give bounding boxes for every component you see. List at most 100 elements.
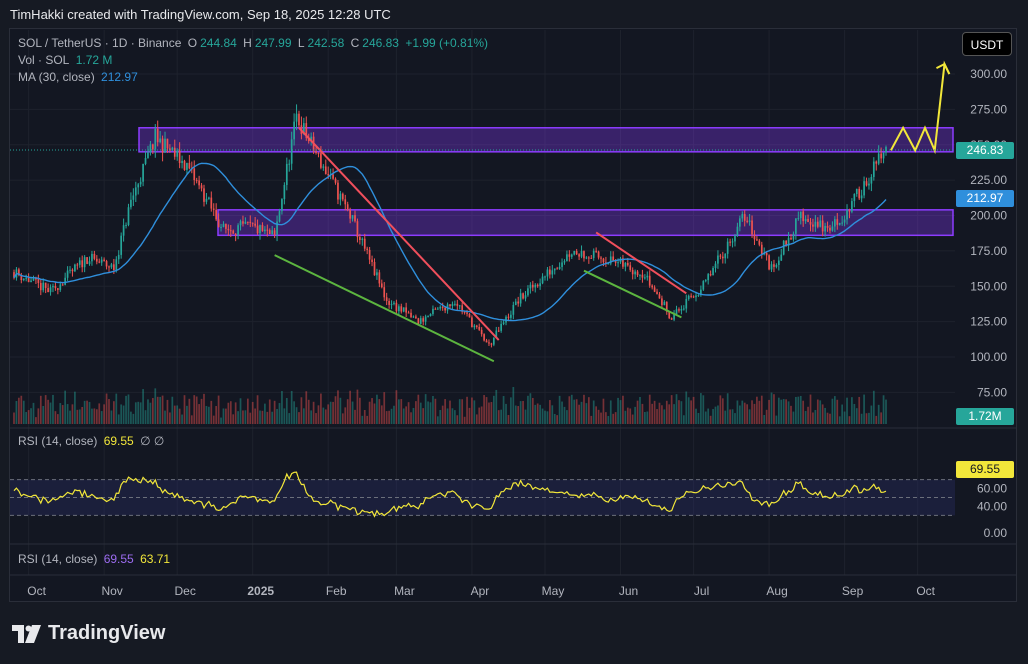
volume-bar <box>851 397 853 424</box>
candle-body <box>210 197 213 209</box>
tradingview-logo[interactable]: TradingView <box>12 622 165 645</box>
axes: Oct Nov Dec 2025 Feb Mar Apr May Jun Jul Aug Sep Oct… <box>27 67 1007 598</box>
candle-body <box>648 275 651 286</box>
candle-body <box>59 284 62 290</box>
candle-body <box>860 195 863 199</box>
candle-body <box>71 269 74 272</box>
volume-bar <box>760 395 763 424</box>
candle-body <box>181 160 183 164</box>
candle-body <box>251 222 254 224</box>
candle-body <box>332 174 334 179</box>
volume-bar <box>432 395 434 424</box>
volume-bar <box>324 409 327 424</box>
volume-bar <box>266 411 269 424</box>
candle-body <box>173 147 176 157</box>
symbol-label[interactable]: SOL / TetherUS · 1D · Binance <box>18 36 182 50</box>
ma-label[interactable]: MA (30, close) <box>18 70 95 84</box>
candle-body <box>344 199 347 205</box>
volume-bar <box>763 415 766 424</box>
candle-body <box>122 225 125 236</box>
candle-body <box>30 280 32 283</box>
volume-bar <box>719 395 722 424</box>
volume-bar <box>164 410 166 424</box>
candle-body <box>838 222 841 225</box>
candle-body <box>273 230 276 235</box>
candle-body <box>602 258 605 263</box>
volume-bar <box>293 401 295 424</box>
volume-bar <box>115 393 118 424</box>
rsi-panel <box>10 427 1016 576</box>
volume-bar <box>614 412 617 424</box>
volume-bar <box>807 406 809 424</box>
volume-bar <box>117 414 120 424</box>
candle-body <box>295 113 298 122</box>
volume-bar <box>142 389 144 424</box>
volume-bar <box>52 394 54 424</box>
x-tick-label: Dec <box>175 584 196 598</box>
x-tick-label: Jul <box>694 584 709 598</box>
volume-bar <box>748 409 751 424</box>
volume-bar <box>483 395 485 424</box>
candle-body <box>461 305 464 312</box>
rsi-label[interactable]: RSI (14, close) <box>18 434 98 448</box>
volume-bar <box>156 396 159 424</box>
candle-body <box>376 272 378 276</box>
volume-bar <box>371 398 373 424</box>
volume-bar <box>549 400 551 424</box>
candle-body <box>56 288 59 290</box>
rsi-price-tag: 69.55 <box>956 461 1014 478</box>
volume-bar <box>712 409 714 424</box>
candle-body <box>758 240 761 245</box>
candles <box>13 104 887 348</box>
candle-body <box>592 250 595 258</box>
volume-bar <box>553 413 556 424</box>
volume-bar <box>210 400 213 424</box>
volume-bar <box>95 409 98 424</box>
volume-bar <box>205 406 208 424</box>
candle-body <box>239 221 242 226</box>
volume-bar <box>824 407 826 424</box>
candle-body <box>795 218 797 234</box>
volume-bar <box>758 400 761 424</box>
volume-bar <box>463 416 466 424</box>
volume-bar <box>502 396 505 424</box>
volume-bar <box>539 404 541 424</box>
rsi2-label[interactable]: RSI (14, close) <box>18 552 98 566</box>
volume-bar <box>310 410 313 424</box>
trendline-up <box>583 269 682 319</box>
candle-body <box>373 261 376 276</box>
volume-bar <box>663 409 666 424</box>
volume-bar <box>865 413 868 424</box>
candle-body <box>833 219 836 227</box>
volume-label[interactable]: Vol · SOL <box>18 53 70 67</box>
volume-bar <box>373 403 376 424</box>
volume-bar <box>480 406 483 424</box>
candle-body <box>424 316 427 322</box>
candle-body <box>792 233 795 240</box>
volume-bar <box>334 396 337 424</box>
volume-bar <box>692 396 695 424</box>
volume-bar <box>125 395 127 424</box>
volume-bar <box>790 405 792 424</box>
x-tick-label: Mar <box>394 584 415 598</box>
volume-bar <box>276 408 278 424</box>
candle-body <box>339 193 342 200</box>
candle-body <box>483 334 485 341</box>
volume-bar <box>687 397 690 424</box>
volume-bar <box>702 395 705 424</box>
currency-button[interactable]: USDT <box>962 32 1012 56</box>
volume-bars <box>13 387 887 424</box>
volume-bar <box>578 404 580 424</box>
candle-body <box>549 269 551 275</box>
candle-body <box>229 230 232 232</box>
candle-body <box>278 211 281 222</box>
candle-body <box>799 211 802 219</box>
candle-body <box>290 139 293 164</box>
volume-bar <box>86 400 88 424</box>
volume-bar <box>295 407 298 424</box>
volume-bar <box>154 388 157 424</box>
volume-bar <box>695 408 697 424</box>
volume-bar <box>454 410 456 424</box>
volume-bar <box>626 407 629 424</box>
